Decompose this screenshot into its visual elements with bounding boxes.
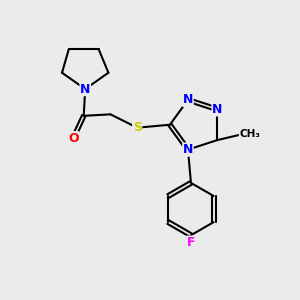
Text: N: N — [80, 82, 90, 96]
Text: CH₃: CH₃ — [239, 129, 260, 139]
Text: F: F — [187, 236, 195, 249]
Text: O: O — [68, 132, 79, 145]
Text: N: N — [183, 93, 193, 106]
Text: N: N — [212, 103, 222, 116]
Text: N: N — [183, 143, 193, 156]
Text: S: S — [133, 121, 142, 134]
